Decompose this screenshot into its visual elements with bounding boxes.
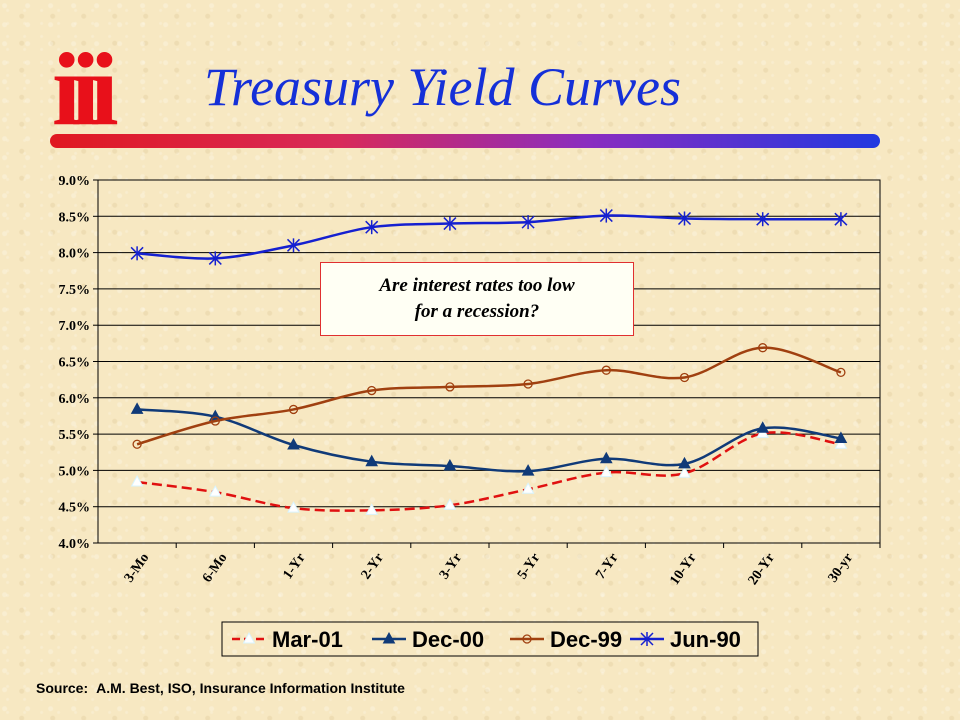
data-point-jun-90 (599, 208, 613, 223)
legend-label: Mar-01 (272, 627, 343, 652)
x-tick-label: 10-Yr (667, 551, 699, 588)
data-point-dec-00 (287, 437, 300, 450)
data-point-mar-01 (287, 501, 300, 513)
data-point-dec-00 (834, 431, 848, 443)
data-point-mar-01 (521, 482, 535, 494)
data-point-dec-00 (756, 421, 770, 433)
x-tick-label: 3-Mo (122, 551, 153, 586)
x-tick-label: 1-Yr (280, 551, 308, 583)
data-point-mar-01 (678, 466, 691, 478)
data-point-dec-99 (367, 385, 377, 396)
data-point-jun-90 (834, 212, 848, 227)
y-tick-label: 6.5% (59, 356, 91, 371)
legend-label: Jun-90 (670, 627, 741, 652)
x-tick-label: 2-Yr (359, 551, 387, 583)
legend-marker (382, 631, 396, 644)
data-point-dec-00 (365, 454, 379, 467)
iii-logo: iii (52, 32, 119, 147)
legend-label: Dec-99 (550, 627, 622, 652)
title-underline-bar (50, 134, 880, 148)
x-tick-label: 7-Yr (593, 551, 621, 583)
data-point-mar-01 (365, 503, 379, 515)
data-point-dec-00 (130, 402, 144, 414)
data-point-jun-90 (365, 220, 379, 235)
y-tick-label: 8.5% (59, 210, 91, 225)
x-tick-label: 6-Mo (200, 551, 231, 586)
data-point-jun-90 (443, 216, 457, 231)
y-tick-label: 9.0% (59, 174, 91, 189)
y-tick-label: 5.0% (59, 464, 91, 479)
data-point-mar-01 (834, 437, 848, 449)
data-point-dec-99 (679, 372, 690, 383)
y-tick-label: 7.5% (59, 283, 91, 298)
series-line-mar-01 (136, 431, 842, 512)
data-point-dec-00 (521, 464, 535, 476)
data-point-dec-00 (678, 456, 691, 469)
series-line-dec-00 (136, 408, 842, 473)
y-tick-label: 6.0% (59, 392, 91, 407)
data-point-dec-99 (132, 439, 142, 449)
source-note: Source: A.M. Best, ISO, Insurance Informa… (36, 680, 405, 696)
data-point-jun-90 (756, 212, 770, 227)
legend-marker (640, 632, 654, 646)
data-point-dec-99 (836, 367, 846, 378)
data-point-jun-90 (677, 211, 692, 226)
source-text: A.M. Best, ISO, Insurance Information In… (96, 680, 405, 696)
x-tick-label: 5-Yr (515, 551, 543, 583)
x-tick-label: 20-Yr (746, 551, 778, 588)
data-point-dec-99 (210, 416, 220, 426)
y-tick-label: 8.0% (59, 247, 91, 262)
data-point-dec-99 (288, 404, 299, 415)
data-point-jun-90 (286, 238, 301, 253)
y-tick-label: 5.5% (59, 428, 91, 443)
callout-line-2: for a recession? (414, 301, 540, 322)
data-point-jun-90 (208, 251, 222, 266)
data-point-dec-99 (758, 343, 768, 353)
data-point-mar-01 (130, 474, 144, 487)
y-tick-label: 4.0% (59, 537, 91, 552)
data-point-mar-01 (443, 498, 457, 510)
data-point-mar-01 (208, 485, 222, 497)
series-line-dec-99 (136, 346, 842, 446)
y-tick-label: 4.5% (59, 501, 91, 516)
slide-title: Treasury Yield Curves (204, 57, 682, 117)
data-point-dec-00 (443, 459, 457, 471)
legend-box (221, 621, 759, 657)
legend-marker (242, 631, 256, 644)
data-point-mar-01 (599, 465, 613, 478)
data-point-dec-00 (599, 451, 613, 464)
x-tick-label: 30-yr (826, 551, 857, 586)
y-tick-label: 7.0% (59, 319, 91, 334)
series-line-jun-90 (137, 214, 841, 260)
x-tick-label: 3-Yr (437, 551, 465, 583)
legend-label: Dec-00 (412, 627, 484, 652)
legend-marker (522, 634, 532, 644)
data-point-jun-90 (521, 215, 535, 230)
source-label: Source: (36, 680, 89, 696)
data-point-jun-90 (130, 246, 144, 261)
data-point-dec-99 (523, 379, 533, 389)
callout-box: Are interest rates too low for a recessi… (320, 262, 634, 336)
data-point-dec-99 (445, 382, 455, 392)
data-point-dec-99 (601, 365, 611, 375)
callout-line-1: Are interest rates too low (379, 275, 575, 296)
